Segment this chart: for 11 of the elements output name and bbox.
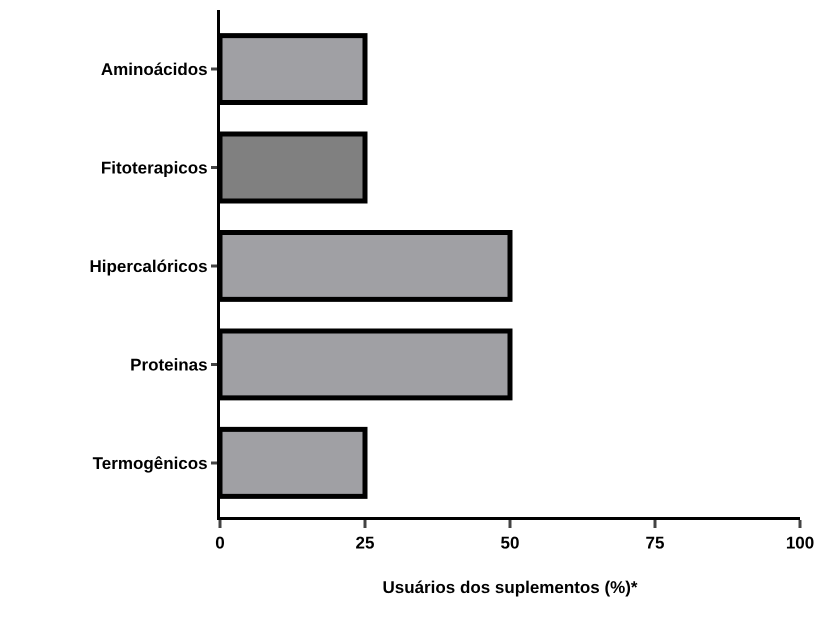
x-tick-label: 100 (786, 533, 814, 552)
y-tick-label: Termogênicos (92, 454, 208, 473)
y-tick-label: Proteinas (130, 355, 208, 374)
y-tick-label: Aminoácidos (100, 60, 208, 80)
x-tick-label: 75 (646, 533, 664, 552)
x-tick-label: 50 (500, 533, 520, 552)
x-tick-label: 0 (215, 533, 225, 552)
x-axis-title: Usuários dos suplementos (%)* (382, 578, 638, 597)
y-tick-label: Hipercalóricos (89, 256, 208, 276)
x-tick-label: 25 (356, 533, 374, 552)
y-tick-label: Fitoterapicos (100, 158, 208, 178)
